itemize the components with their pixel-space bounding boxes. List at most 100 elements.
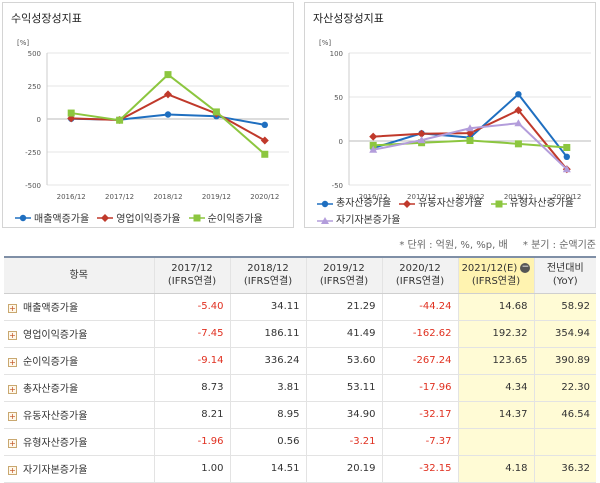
x-tick-label: 2020/12 [250, 193, 279, 201]
header-subline: (IFRS연결) [319, 276, 369, 288]
x-tick-label: 2019/12 [202, 193, 231, 201]
column-header: 2019/12 (IFRS연결) [305, 256, 382, 294]
y-tick-label: -250 [25, 149, 41, 157]
legend-label: 유동자산증가율 [418, 198, 483, 209]
data-point [562, 165, 571, 173]
legend-marker [495, 200, 503, 208]
table-row: + 총자산증가율 8.73 3.81 53.11 -17.96 4.34 22.30 [4, 374, 596, 402]
revenue-growth-panel: 수익성장성지표 [%] -500 -250 0 250 500 2016/12 2017/12… [2, 2, 294, 228]
expand-icon[interactable]: + [8, 411, 17, 421]
value-cell: 34.90 [305, 401, 382, 429]
data-point [514, 106, 523, 115]
row-label: 유동자산증가율 [23, 411, 88, 422]
data-point [261, 150, 269, 158]
column-header: 2020/12 (IFRS연결) [381, 256, 458, 294]
legend-label: 자기자본증가율 [336, 215, 401, 226]
expand-icon[interactable]: + [8, 330, 17, 340]
expand-icon[interactable]: + [8, 438, 17, 448]
value-cell: -3.21 [305, 428, 382, 456]
value-cell: 0.56 [229, 428, 306, 456]
value-cell: 4.34 [457, 374, 534, 402]
value-cell: 41.49 [305, 320, 382, 348]
row-label: 유형자산증가율 [23, 438, 88, 449]
data-point [164, 90, 172, 99]
data-point [514, 140, 522, 148]
value-cell: 8.73 [153, 374, 230, 402]
legend-label: 유형자산증가율 [509, 198, 575, 209]
column-header: 2018/12 (IFRS연결) [229, 256, 306, 294]
legend-marker-icon [188, 213, 205, 223]
value-cell: 53.60 [305, 347, 382, 375]
value-cell: 53.11 [305, 374, 382, 402]
data-point [514, 119, 523, 127]
y-tick-label: 0 [37, 116, 41, 124]
column-header: 2021/12(E) − (IFRS연결) [457, 256, 534, 294]
header-subline: (IFRS연결) [395, 276, 445, 288]
value-cell: -9.14 [153, 347, 230, 375]
x-tick-label: 2016/12 [57, 193, 86, 201]
legend-label: 순이익증가율 [207, 214, 263, 225]
value-cell: 354.94 [533, 320, 596, 348]
legend-marker-icon [490, 199, 507, 209]
data-point [369, 145, 378, 153]
header-subline: (IFRS연결) [471, 276, 521, 288]
data-point [563, 143, 571, 151]
expand-icon[interactable]: + [8, 465, 17, 475]
header-line: 전년대비 [546, 263, 584, 275]
legend-marker-icon [97, 213, 114, 223]
data-point [515, 91, 522, 98]
header-subline: (IFRS연결) [243, 276, 293, 288]
row-label: 영업이익증가율 [23, 330, 88, 341]
row-label-cell: + 영업이익증가율 [4, 320, 154, 348]
row-label-cell: + 총자산증가율 [4, 374, 154, 402]
table-row: + 유형자산증가율 -1.96 0.56 -3.21 -7.37 [4, 428, 596, 456]
legend-marker [321, 200, 329, 208]
y-tick-label: 100 [330, 50, 343, 58]
y-unit-label: [%] [319, 39, 331, 47]
y-tick-label: 500 [28, 50, 41, 58]
legend-marker-icon [317, 199, 333, 209]
value-cell: 22.30 [533, 374, 596, 402]
row-label-cell: + 유동자산증가율 [4, 401, 154, 429]
value-cell: 1.00 [153, 455, 230, 483]
asset-growth-panel: 자산성장성지표 [%] -50 0 50 100 2016/12 2017/12 2018/1… [304, 2, 596, 228]
legend-item: 총자산증가율 [317, 197, 391, 211]
x-tick-label: 2016/12 [359, 193, 388, 201]
header-line: 2019/12 [323, 263, 365, 275]
value-cell: 14.37 [457, 401, 534, 429]
revenue-growth-chart: [%] -500 -250 0 250 500 2016/12 2017/12 2018/12 2… [17, 39, 289, 201]
panel-title: 수익성장성지표 [11, 12, 82, 25]
value-cell: -44.24 [381, 293, 458, 321]
data-point [466, 129, 474, 138]
panel-title: 자산성장성지표 [313, 12, 384, 25]
data-point [369, 141, 377, 149]
data-point [417, 129, 426, 138]
expand-icon[interactable]: + [8, 357, 17, 367]
chart-legend: 매출액증가율 영업이익증가율 순이익증가율 [15, 210, 271, 226]
value-cell: 46.54 [533, 401, 596, 429]
value-cell: 3.81 [229, 374, 306, 402]
data-point [466, 137, 474, 145]
legend-marker [321, 217, 329, 224]
value-cell: 58.92 [533, 293, 596, 321]
legend-item: 순이익증가율 [188, 210, 263, 225]
value-cell: 14.68 [457, 293, 534, 321]
value-cell: 336.24 [229, 347, 306, 375]
row-label-cell: + 매출액증가율 [4, 293, 154, 321]
legend-item: 영업이익증가율 [97, 210, 181, 225]
expand-icon[interactable]: + [8, 384, 17, 394]
table-row: + 매출액증가율 -5.40 34.11 21.29 -44.24 14.68 58.92 [4, 293, 596, 321]
value-cell: -17.96 [381, 374, 458, 402]
value-cell: 36.32 [533, 455, 596, 483]
row-label: 총자산증가율 [23, 384, 79, 395]
value-cell [533, 428, 596, 456]
header-line: 2021/12(E) − [461, 262, 531, 275]
y-tick-label: 50 [334, 94, 343, 102]
table-row: + 영업이익증가율 -7.45 186.11 41.49 -162.62 192.32 354… [4, 320, 596, 348]
collapse-icon[interactable]: − [520, 262, 531, 274]
header-subline: (YoY) [552, 276, 578, 288]
expand-icon[interactable]: + [8, 303, 17, 313]
legend-item: 매출액증가율 [15, 210, 89, 225]
notes: * 단위 : 억원, %, %p, 배 * 분기 : 순액기준 [387, 236, 596, 251]
